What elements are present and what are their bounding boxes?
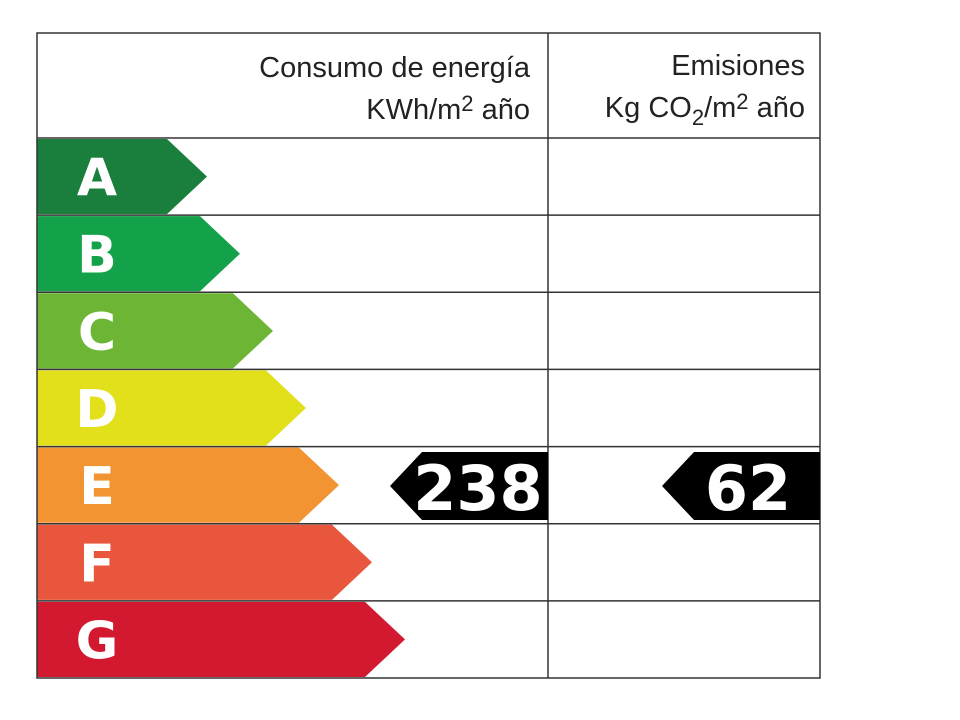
energy-value: 238 (413, 452, 542, 525)
outer-border (36, 32, 821, 679)
rating-arrow (37, 601, 405, 677)
emissions-arrow (662, 452, 820, 520)
rating-letter: B (77, 226, 117, 286)
superscript: 2 (736, 89, 748, 114)
rating-arrow (37, 370, 306, 446)
table-frame (36, 32, 821, 679)
emissions-unit: Kg CO2/m2 año (605, 89, 805, 130)
rating-letter: A (77, 149, 117, 209)
rating-letter: G (76, 611, 119, 671)
emissions-value: 62 (705, 452, 791, 525)
unit-part: KWh/m (366, 94, 461, 126)
unit-part: Kg CO (605, 92, 692, 124)
energy-title: Consumo de energía (259, 52, 531, 84)
rating-letter: E (79, 457, 115, 517)
subscript: 2 (692, 105, 704, 130)
unit-part: año (749, 92, 805, 124)
rating-arrow (37, 139, 207, 215)
rating-arrow (37, 293, 273, 369)
energy-unit: KWh/m2 año (366, 91, 530, 126)
unit-part: año (474, 94, 530, 126)
rating-arrow (37, 524, 372, 600)
unit-part: /m (704, 92, 736, 124)
superscript: 2 (461, 91, 473, 116)
energy-arrow (390, 452, 548, 520)
rating-letter: F (79, 534, 115, 594)
rating-letter: D (75, 380, 118, 440)
rating-arrow (37, 447, 339, 523)
emissions-title: Emisiones (671, 50, 805, 82)
rating-arrow (37, 216, 240, 292)
rating-letter: C (78, 303, 116, 363)
